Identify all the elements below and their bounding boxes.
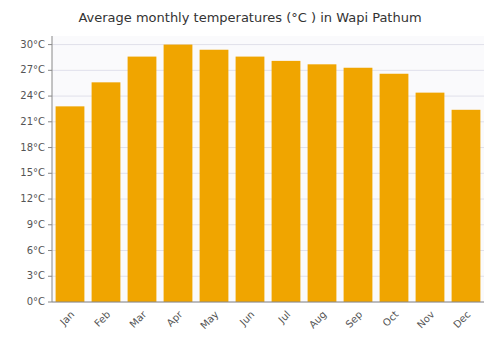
bar	[452, 110, 481, 302]
x-axis: Jan Feb Mar Apr May Jun Jul Aug Sep Oct Nov Dec	[52, 302, 484, 331]
bar	[236, 57, 265, 302]
y-tick-label: 30°C	[20, 39, 45, 50]
grid-line	[52, 44, 484, 45]
y-axis-line	[52, 36, 53, 302]
x-tick-label: Mar	[127, 308, 149, 330]
y-tick	[48, 276, 52, 277]
title: Average monthly temperatures (°C ) in Wa…	[78, 10, 421, 25]
bar	[380, 74, 409, 302]
x-tick-label: Oct	[380, 309, 400, 329]
x-tick-label: Feb	[92, 309, 112, 329]
x-tick-label: Dec	[451, 309, 472, 330]
y-tick-label: 24°C	[20, 90, 45, 101]
bar	[92, 82, 121, 302]
y-tick-label: 15°C	[20, 167, 45, 178]
y-tick	[48, 121, 52, 122]
bar	[200, 50, 229, 302]
bars	[56, 45, 481, 302]
y-tick	[48, 224, 52, 225]
bar	[416, 93, 445, 302]
y-tick-label: 3°C	[27, 270, 45, 281]
x-tick-label: Apr	[164, 308, 185, 329]
bar	[56, 106, 85, 302]
x-tick-label: Sep	[343, 309, 364, 330]
grid-line	[52, 70, 484, 71]
x-tick-label: Jan	[57, 309, 76, 328]
y-tick-label: 0°C	[27, 296, 45, 307]
y-tick-label: 27°C	[20, 64, 45, 75]
y-tick	[48, 199, 52, 200]
grid-line	[52, 302, 484, 303]
x-tick-label: Nov	[415, 309, 437, 331]
y-tick	[48, 96, 52, 97]
x-tick-label: Aug	[307, 309, 329, 331]
chart-container: 0°C 3°C 6°C 9°C 12°C 15°C 18°C 21°C 24°C 27°C 30°C…	[0, 0, 500, 350]
bar	[272, 61, 301, 302]
x-tick-label: Jun	[237, 309, 257, 329]
x-tick-label: Jul	[275, 309, 292, 326]
chart-svg: 0°C 3°C 6°C 9°C 12°C 15°C 18°C 21°C 24°C 27°C 30°C…	[0, 0, 500, 350]
y-grid	[52, 45, 484, 302]
y-tick-label: 18°C	[20, 142, 45, 153]
y-axis: 0°C 3°C 6°C 9°C 12°C 15°C 18°C 21°C 24°C 27°C 30°C	[20, 36, 52, 307]
y-tick	[48, 147, 52, 148]
y-tick-label: 9°C	[27, 219, 45, 230]
y-tick-label: 6°C	[27, 245, 45, 256]
bar	[164, 45, 193, 302]
bar	[344, 68, 373, 302]
y-tick	[48, 70, 52, 71]
y-tick-label: 12°C	[20, 193, 45, 204]
y-tick	[48, 44, 52, 45]
bar	[128, 57, 157, 302]
y-tick	[48, 250, 52, 251]
y-tick	[48, 302, 52, 303]
x-axis-line	[52, 302, 484, 303]
y-tick-label: 21°C	[20, 116, 45, 127]
x-tick-label: May	[198, 309, 220, 331]
bar	[308, 64, 337, 302]
y-tick	[48, 173, 52, 174]
plot-background	[52, 36, 484, 302]
